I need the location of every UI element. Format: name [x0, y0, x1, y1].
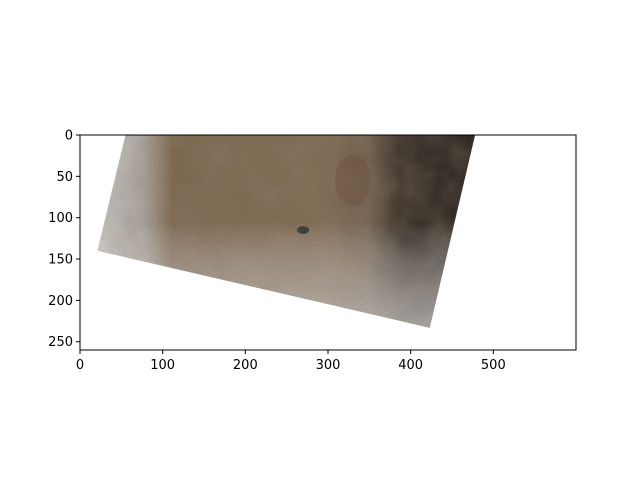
y-tick-label: 200: [48, 294, 73, 309]
y-tick-label: 150: [48, 253, 73, 268]
raster-depression: [334, 154, 371, 207]
x-tick-label: 500: [481, 358, 506, 373]
x-tick-label: 400: [398, 358, 423, 373]
x-tick-label: 0: [76, 358, 84, 373]
satellite-image: [97, 135, 476, 328]
x-tick-label: 200: [233, 358, 258, 373]
raster-grain: [97, 135, 476, 328]
x-tick-label: 100: [150, 358, 175, 373]
y-tick-label: 50: [56, 170, 73, 185]
x-tick-label: 300: [316, 358, 341, 373]
y-tick-label: 100: [48, 211, 73, 226]
y-tick-label: 0: [65, 129, 73, 144]
raster-lake: [297, 226, 310, 235]
y-axis: 0 50 100 150 200 250: [48, 129, 80, 350]
x-axis: 0 100 200 300 400 500: [76, 350, 506, 373]
y-tick-label: 250: [48, 335, 73, 350]
